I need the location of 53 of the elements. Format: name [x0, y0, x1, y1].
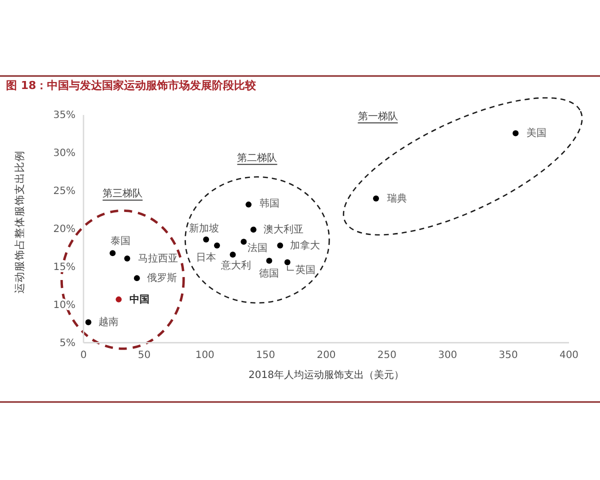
point [240, 238, 247, 245]
y-axis-title: 运动服饰占整体服饰支出比例 [13, 150, 26, 294]
annotation: 马拉西亚 [138, 252, 178, 264]
x-tick-label: 150 [256, 350, 276, 361]
annotation: 澳大利亚 [263, 223, 304, 236]
x-tick-label: 100 [195, 350, 214, 361]
annotation: 加拿大 [290, 239, 320, 252]
annotation: 新加坡 [189, 222, 220, 234]
point [116, 296, 122, 302]
annotation: 意大利 [220, 259, 251, 272]
annotation: 泰国 [110, 236, 131, 247]
x-axis-title: 2018年人均运动服饰支出（美元） [248, 369, 404, 381]
annotation: 俄罗斯 [146, 272, 177, 284]
chart-title: 图 18：中国与发达国家运动服饰市场发展阶段比较 [6, 79, 258, 92]
y-tick-label: 10% [53, 300, 76, 311]
annotation: 瑞典 [387, 192, 408, 204]
x-tick-label: 50 [138, 350, 151, 361]
point [110, 250, 116, 256]
point [214, 242, 220, 249]
y-tick-label: 30% [53, 148, 76, 160]
x-tick-label: 400 [559, 350, 579, 361]
point [124, 255, 130, 262]
point [284, 259, 290, 266]
annotation: 第三梯队 [102, 187, 143, 200]
point [246, 202, 252, 208]
annotation: 英国 [295, 264, 316, 276]
point [277, 242, 284, 249]
annotation: 韩国 [260, 197, 280, 210]
y-tick-label: 25% [53, 186, 76, 198]
y-tick-label: 5% [60, 338, 76, 349]
point [134, 275, 140, 282]
x-tick-label: 350 [498, 350, 518, 361]
point [373, 195, 380, 202]
x-tick-label: 0 [80, 350, 87, 361]
annotation: 美国 [526, 126, 547, 139]
point [250, 226, 256, 233]
annotation: 越南 [98, 316, 118, 328]
point [512, 130, 519, 136]
x-tick-label: 200 [316, 350, 336, 361]
annotation: 中国 [130, 292, 150, 305]
point [266, 258, 272, 264]
annotation: 第一梯队 [358, 110, 398, 122]
x-tick-label: 250 [377, 350, 396, 361]
annotation: 第二梯队 [237, 151, 278, 164]
point [85, 319, 92, 326]
annotation: 法国 [248, 241, 268, 254]
x-tick-label: 300 [438, 350, 458, 361]
y-tick-label: 35% [53, 110, 76, 122]
annotation: 日本 [196, 251, 216, 264]
point [230, 252, 236, 258]
y-tick-label: 20% [53, 224, 76, 236]
annotation: 德国 [259, 268, 280, 280]
point [203, 236, 210, 242]
